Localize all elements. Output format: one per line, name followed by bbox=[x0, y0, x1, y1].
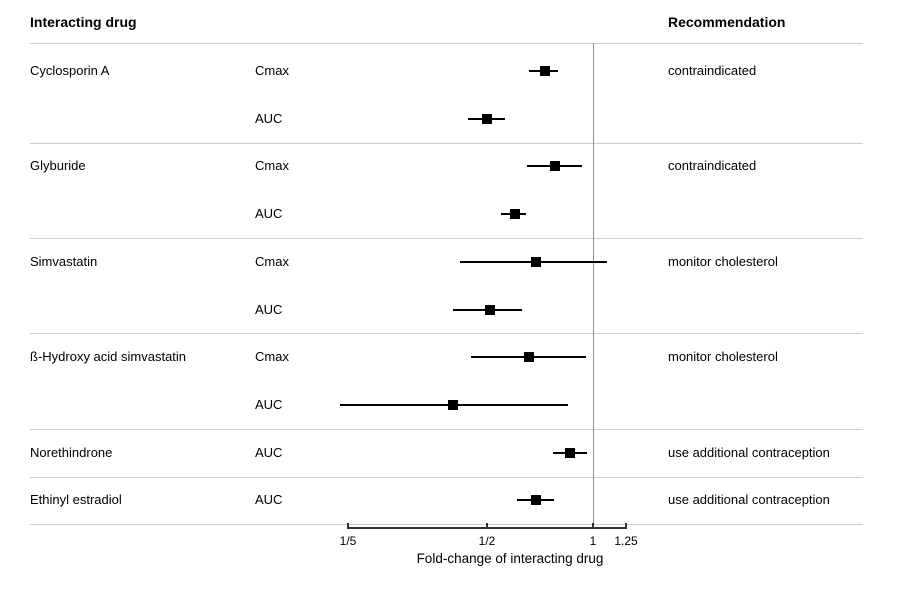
estimate-marker bbox=[565, 447, 575, 458]
recommendation-label: use additional contraception bbox=[668, 444, 830, 460]
axis-tick bbox=[592, 523, 594, 529]
recommendation-label: use additional contraception bbox=[668, 492, 830, 508]
estimate-marker bbox=[482, 113, 492, 124]
axis-tick bbox=[625, 523, 627, 529]
estimate-marker bbox=[510, 209, 520, 220]
measure-label: Cmax bbox=[255, 253, 289, 269]
column-header-recommendation: Recommendation bbox=[668, 14, 786, 30]
estimate-marker bbox=[448, 400, 458, 411]
measure-label: AUC bbox=[255, 301, 283, 317]
recommendation-label: contraindicated bbox=[668, 63, 757, 78]
row-divider bbox=[30, 43, 863, 44]
estimate-marker bbox=[550, 161, 560, 172]
row-divider bbox=[30, 524, 863, 525]
estimate-marker bbox=[524, 352, 534, 363]
axis-tick-label: 1 bbox=[589, 534, 597, 548]
measure-label: Cmax bbox=[255, 349, 289, 365]
axis-tick-label: 1/5 bbox=[339, 534, 357, 548]
drug-label: ß-Hydroxy acid simvastatin bbox=[30, 349, 187, 365]
recommendation-label: monitor cholesterol bbox=[668, 253, 778, 269]
row-divider bbox=[30, 333, 863, 334]
recommendation-label: contraindicated bbox=[668, 158, 757, 174]
axis-tick bbox=[486, 523, 488, 529]
row-divider bbox=[30, 238, 863, 239]
measure-label: AUC bbox=[255, 397, 283, 413]
measure-label: AUC bbox=[255, 110, 283, 126]
axis-tick-label: 1.25 bbox=[614, 534, 638, 548]
measure-label: AUC bbox=[255, 206, 283, 222]
measure-label: AUC bbox=[255, 444, 283, 460]
row-divider bbox=[30, 143, 863, 144]
estimate-marker bbox=[540, 66, 550, 76]
row-divider bbox=[30, 429, 863, 430]
measure-label: Cmax bbox=[255, 63, 289, 78]
recommendation-label: monitor cholesterol bbox=[668, 349, 778, 365]
axis-tick-label: 1/2 bbox=[478, 534, 496, 548]
measure-label: Cmax bbox=[255, 158, 289, 174]
estimate-marker bbox=[531, 256, 541, 267]
estimate-marker bbox=[485, 304, 495, 315]
estimate-marker bbox=[531, 495, 541, 506]
drug-label: Norethindrone bbox=[30, 444, 113, 460]
x-axis-title: Fold-change of interacting drug bbox=[416, 551, 604, 566]
drug-label: Cyclosporin A bbox=[30, 63, 110, 78]
column-header-interacting-drug: Interacting drug bbox=[30, 14, 137, 30]
measure-label: AUC bbox=[255, 492, 283, 508]
drug-label: Ethinyl estradiol bbox=[30, 492, 122, 508]
row-divider bbox=[30, 477, 863, 478]
drug-label: Glyburide bbox=[30, 158, 86, 174]
axis-tick bbox=[347, 523, 349, 529]
reference-line bbox=[593, 43, 594, 528]
drug-label: Simvastatin bbox=[30, 253, 98, 269]
